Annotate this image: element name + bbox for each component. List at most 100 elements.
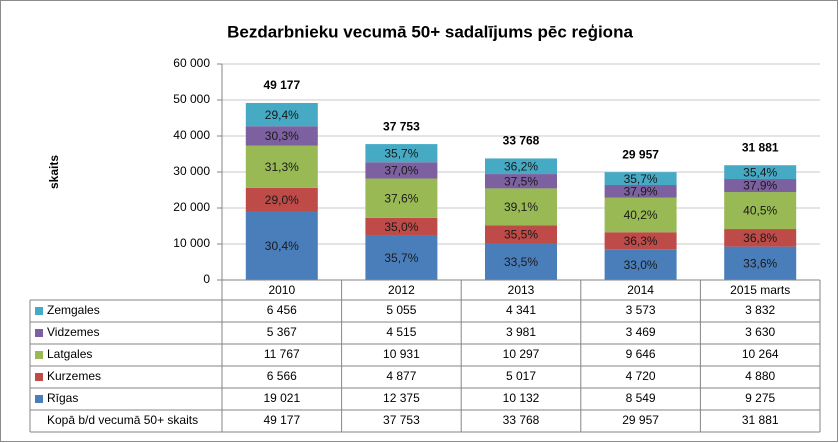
y-tick-label: 30 000 [173,164,210,178]
y-tick-label: 10 000 [173,236,210,250]
bar-segment [365,162,438,179]
y-tick-label: 40 000 [173,128,210,142]
bar-segment [485,188,557,226]
chart-title: Bezdarbnieku vecumā 50+ sadalījums pēc r… [227,22,633,41]
bar-segment [724,192,797,230]
bar-segment [724,246,797,280]
y-axis-label: skaits [47,155,61,189]
y-tick-label: 20 000 [173,200,210,214]
total-label: 37 753 [383,119,420,133]
bar-segment [365,235,438,280]
bar-segment [724,165,797,180]
table-cell: 3 981 [506,325,536,339]
bar-segment [604,232,677,250]
table-cell: 10 132 [503,391,540,405]
bar-segment [485,174,557,189]
segment-label: 30,4% [265,239,299,253]
bar-segment [365,178,438,218]
table-cell: 4 515 [386,325,416,339]
total-row-label: Kopā b/d vecumā 50+ skaits [47,413,198,427]
table-cell: 4 880 [745,369,775,383]
bar-segment [365,217,438,236]
bar-segment [724,179,797,193]
segment-label: 35,7% [384,146,418,160]
segment-label: 37,9% [624,184,658,198]
segment-label: 37,5% [504,174,538,188]
segment-label: 33,6% [743,256,777,270]
x-tick-label: 2013 [508,283,535,297]
bar-segment [604,172,677,186]
total-label: 31 881 [742,140,779,154]
segment-label: 37,0% [384,164,418,178]
segment-label: 35,7% [624,172,658,186]
segment-label: 35,4% [743,165,777,179]
x-tick-label: 2014 [627,283,654,297]
segment-label: 39,1% [504,200,538,214]
legend-key [35,373,43,381]
legend-key [35,395,43,403]
table-cell: 12 375 [383,391,420,405]
table-cell: 11 767 [264,347,300,361]
segment-label: 33,5% [504,255,538,269]
x-tick-label: 2015 marts [730,283,790,297]
segment-label: 30,3% [265,129,299,143]
bar-segment [485,243,557,280]
segment-label: 29,4% [265,108,299,122]
bar-segment [245,211,318,280]
legend-key [35,329,43,337]
bar-segment [604,197,677,233]
segment-label: 33,0% [624,258,658,272]
table-cell: 31 881 [742,413,779,427]
bar-segment [485,225,557,244]
table-cell: 6 566 [267,369,297,383]
x-tick-label: 2012 [388,283,415,297]
bar-segment [245,187,318,212]
table-cell: 3 469 [626,325,656,339]
table-cell: 5 055 [386,303,416,317]
segment-label: 40,2% [624,208,658,222]
segment-label: 37,9% [743,179,777,193]
bar-segment [604,185,677,198]
y-tick-label: 60 000 [173,56,210,70]
bar-segment [604,249,677,280]
bar-segment [365,144,438,163]
table-cell: 5 367 [267,325,297,339]
total-label: 29 957 [622,147,659,161]
segment-label: 35,5% [504,228,538,242]
table-cell: 8 549 [626,391,656,405]
legend-label: Latgales [47,347,92,361]
table-cell: 5 017 [506,369,536,383]
table-cell: 10 931 [383,347,420,361]
table-cell: 3 832 [745,303,775,317]
y-tick-label: 50 000 [173,92,210,106]
segment-label: 31,3% [265,160,299,174]
table-cell: 9 275 [745,391,775,405]
segment-label: 37,6% [384,191,418,205]
table-cell: 3 573 [626,303,656,317]
segment-label: 36,8% [743,231,777,245]
table-cell: 33 768 [503,413,540,427]
legend-label: Kurzemes [47,369,101,383]
total-label: 33 768 [503,134,540,148]
table-cell: 19 021 [263,391,300,405]
legend-key [35,307,43,315]
bar-segment [245,145,318,188]
legend-label: Vidzemes [47,325,99,339]
table-cell: 4 877 [386,369,416,383]
segment-label: 29,0% [265,193,299,207]
segment-label: 35,0% [384,220,418,234]
legend-key [35,351,43,359]
table-cell: 10 297 [503,347,540,361]
legend-label: Zemgales [47,303,100,317]
table-cell: 3 630 [745,325,775,339]
table-cell: 4 720 [626,369,656,383]
table-cell: 10 264 [742,347,779,361]
bar-segment [245,126,318,146]
table-cell: 6 456 [267,303,297,317]
y-tick-label: 0 [203,272,210,286]
bar-segment [724,229,797,247]
table-cell: 9 646 [626,347,656,361]
table-cell: 4 341 [506,303,536,317]
segment-label: 36,2% [504,159,538,173]
